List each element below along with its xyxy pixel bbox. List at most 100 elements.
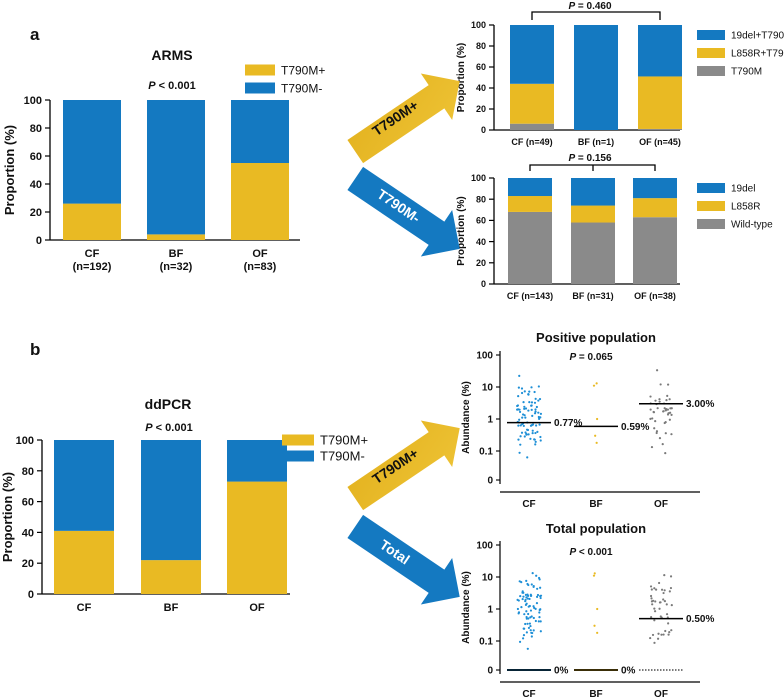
data-point [538,397,542,401]
data-point [523,390,526,393]
data-point [518,374,521,377]
data-point [658,398,661,401]
data-point [526,647,529,650]
y-axis-label: Abundance (%) [461,381,472,454]
data-point [535,424,538,427]
data-point [524,431,527,434]
y-tick-label: 60 [30,151,42,163]
data-point [528,401,531,404]
bar-segment [510,123,554,130]
data-point [655,431,658,435]
data-point [652,410,655,414]
data-point [520,606,523,609]
data-point [539,595,542,598]
data-point [521,597,524,601]
y-tick-label: 40 [476,237,486,247]
bar-segment [508,196,552,212]
data-point [534,443,537,446]
y-axis-label: Proportion (%) [456,43,467,112]
data-point [518,640,522,643]
x-category-label: OF (n=45) [639,137,681,147]
data-point [664,629,667,633]
bar-segment [231,100,289,163]
p-value: P = 0.460 [568,1,612,12]
data-point [529,609,533,612]
p-value-value: < 0.001 [156,80,196,92]
p-value-p: P [568,1,575,12]
data-point [527,612,530,616]
data-point [517,386,520,389]
data-point [539,620,542,623]
data-point [523,407,526,410]
chart-title: ddPCR [145,396,192,412]
data-point [663,600,667,603]
data-point [529,437,532,440]
data-point [529,424,533,427]
data-point [658,601,662,604]
data-point [516,404,519,408]
data-point [654,399,657,402]
y-tick-label: 0 [481,125,486,135]
data-point [529,624,532,628]
data-point [670,413,673,417]
data-point [665,603,668,606]
x-category-label: CF [522,689,535,697]
data-point [667,633,670,636]
y-tick-label: 60 [476,62,486,72]
data-point [520,391,524,395]
bar-segment [638,25,682,77]
data-point [668,411,672,414]
p-value-value: = 0.065 [576,352,613,363]
bar-segment [54,530,114,594]
data-point [524,598,527,601]
data-point [534,431,537,435]
data-point [657,581,661,585]
bar-segment [508,211,552,284]
data-point [536,587,539,590]
data-point [653,587,656,590]
data-point [523,435,526,438]
data-point [649,408,652,411]
x-category-label: BF (n=31) [572,291,613,301]
data-point [539,412,543,415]
data-point [537,399,540,402]
data-point [655,588,658,591]
data-point [651,603,654,606]
data-point [535,574,538,577]
legend-swatch [697,66,725,76]
legend-label: L858R+T790M [731,49,784,60]
data-point [539,630,542,633]
data-point [534,440,537,443]
data-point [592,574,596,577]
median-label: 0.77% [554,418,582,429]
bar-segment [510,25,554,84]
data-point [518,451,521,454]
data-point [535,405,538,409]
y-tick-label: 10 [482,573,494,584]
y-tick-label: 40 [476,83,486,93]
data-point [533,390,536,394]
data-point [524,622,527,626]
data-point [527,393,530,396]
y-tick-label: 20 [22,558,34,570]
data-point [535,602,539,605]
median-label: 0.59% [621,422,649,433]
bar-segment [638,128,682,130]
data-point [530,594,533,597]
x-category-label: OF [252,248,268,260]
p-value: P < 0.001 [569,547,613,558]
y-tick-label: 0.1 [479,637,493,648]
data-point [522,595,525,598]
data-point [596,607,599,611]
data-point [664,432,667,435]
median-label: 3.00% [686,399,714,410]
y-tick-label: 20 [476,258,486,268]
data-point [527,433,530,436]
y-tick-label: 80 [30,123,42,135]
x-category-label: OF (n=38) [634,291,676,301]
x-category-label: OF [249,602,265,614]
data-point [530,386,533,389]
data-point [523,405,526,408]
legend-label: T790M- [281,81,322,95]
data-point [595,441,598,444]
